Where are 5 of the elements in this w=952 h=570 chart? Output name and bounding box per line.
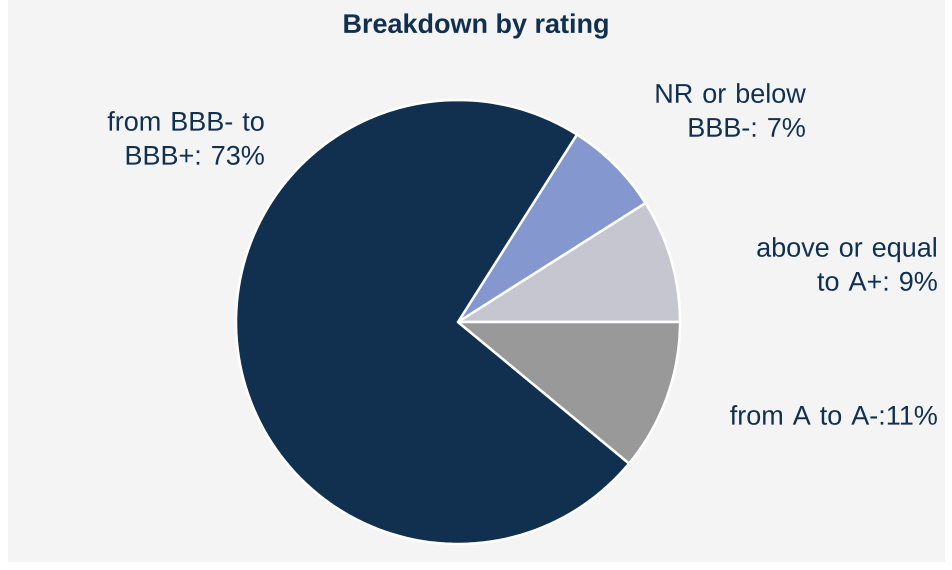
- slice-label: NR or below BBB-: 7%: [656, 83, 806, 137]
- slice-label: from A to A-:11%: [730, 405, 937, 425]
- slice-label: above or equal to A+: 9%: [757, 237, 937, 291]
- chart-title: Breakdown by rating: [344, 13, 608, 39]
- slice-label: from BBB- to BBB+: 73%: [108, 111, 264, 165]
